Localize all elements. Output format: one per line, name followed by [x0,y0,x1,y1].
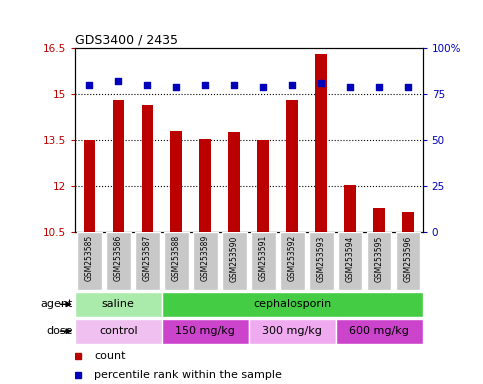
FancyBboxPatch shape [396,232,420,290]
FancyBboxPatch shape [367,232,391,290]
FancyBboxPatch shape [280,232,304,290]
Bar [199,139,211,232]
Bar [84,140,95,232]
Bar [170,131,182,232]
FancyBboxPatch shape [338,232,362,290]
Text: control: control [99,326,138,336]
Bar [286,100,298,232]
Text: dose: dose [46,326,72,336]
Point [114,78,122,84]
Point [317,80,325,86]
Point [201,82,209,88]
Bar [315,54,327,232]
Text: GSM253589: GSM253589 [201,235,210,281]
Text: GSM253590: GSM253590 [230,235,239,281]
Bar [344,185,356,232]
FancyBboxPatch shape [222,232,246,290]
Point [404,84,412,90]
Text: cephalosporin: cephalosporin [253,299,331,310]
Text: GSM253586: GSM253586 [114,235,123,281]
Text: agent: agent [40,299,72,310]
Bar [336,319,423,344]
FancyBboxPatch shape [309,232,333,290]
Bar [75,319,162,344]
Text: GSM253592: GSM253592 [288,235,297,281]
Point [288,82,296,88]
Bar [142,105,153,232]
Bar [162,319,249,344]
Bar [373,208,385,232]
Bar [257,140,269,232]
Point [143,82,151,88]
Text: 300 mg/kg: 300 mg/kg [262,326,322,336]
Text: GSM253587: GSM253587 [143,235,152,281]
Point [230,82,238,88]
Bar [228,132,240,232]
Point [85,82,93,88]
Text: count: count [94,351,126,361]
FancyBboxPatch shape [77,232,101,290]
Point [375,84,383,90]
Text: percentile rank within the sample: percentile rank within the sample [94,370,282,380]
FancyBboxPatch shape [251,232,275,290]
Bar [75,292,162,317]
FancyBboxPatch shape [193,232,217,290]
Point [346,84,354,90]
Point [172,84,180,90]
FancyBboxPatch shape [135,232,159,290]
Bar [402,212,414,232]
Text: GSM253588: GSM253588 [172,235,181,281]
Text: 150 mg/kg: 150 mg/kg [175,326,235,336]
Point [259,84,267,90]
FancyBboxPatch shape [164,232,188,290]
Bar [162,292,423,317]
Bar [113,100,124,232]
Text: 600 mg/kg: 600 mg/kg [349,326,409,336]
Text: GSM253585: GSM253585 [85,235,94,281]
Text: GSM253591: GSM253591 [259,235,268,281]
Text: GDS3400 / 2435: GDS3400 / 2435 [75,34,178,47]
Text: GSM253595: GSM253595 [375,235,384,281]
FancyBboxPatch shape [106,232,130,290]
Text: GSM253593: GSM253593 [317,235,326,281]
Text: GSM253596: GSM253596 [404,235,412,281]
Bar [249,319,336,344]
Text: GSM253594: GSM253594 [346,235,355,281]
Text: saline: saline [102,299,135,310]
